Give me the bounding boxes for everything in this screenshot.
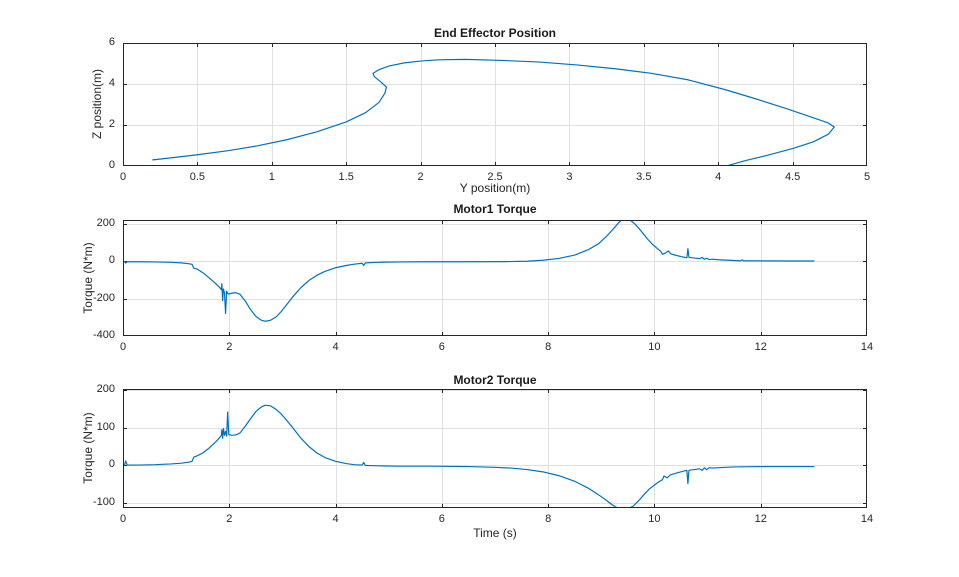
- x-tick-label: 3: [566, 171, 573, 183]
- x-tick-label: 0: [119, 171, 127, 183]
- axes-box: [123, 43, 867, 166]
- x-tick-label: 2: [226, 513, 233, 525]
- x-tick-label: 10: [648, 513, 661, 525]
- plot-title: End Effector Position: [433, 26, 556, 40]
- axes-box: [123, 220, 867, 336]
- x-tick-label: 6: [438, 341, 445, 353]
- x-tick-label: 3.5: [636, 171, 652, 183]
- x-tick-label: 1: [268, 171, 275, 183]
- plot-title: Motor1 Torque: [453, 202, 537, 216]
- y-tick-label: 100: [96, 420, 115, 433]
- data-line-end-effector-path: [152, 58, 835, 166]
- x-tick-label: 14: [860, 341, 874, 353]
- x-tick-label: 4: [332, 341, 339, 353]
- x-tick-label: 8: [545, 341, 552, 353]
- y-tick-label: -100: [92, 496, 115, 509]
- y-tick-label: 6: [108, 36, 115, 48]
- x-tick-label: 12: [754, 513, 767, 525]
- plot-area-motor1: [123, 220, 867, 336]
- y-tick-label: -200: [92, 291, 115, 304]
- y-tick-label: 200: [96, 383, 115, 396]
- x-axis-label: Time (s): [473, 526, 517, 540]
- y-tick-label: -400: [92, 329, 115, 341]
- x-tick-label: 8: [545, 513, 552, 525]
- x-tick-label: 0: [119, 341, 127, 353]
- plot-area-end-effector: [123, 43, 867, 166]
- x-tick-label: 4: [332, 513, 339, 525]
- x-tick-label: 14: [860, 513, 874, 525]
- x-tick-label: 2.5: [487, 171, 503, 183]
- x-axis-label: Y position(m): [459, 181, 531, 195]
- y-tick-label: 0: [108, 458, 115, 471]
- y-tick-label: 0: [108, 254, 115, 267]
- y-tick-label: 200: [96, 217, 115, 230]
- axes-box: [123, 389, 867, 508]
- data-line-motor2-torque: [123, 404, 815, 508]
- x-tick-label: 0: [119, 513, 127, 525]
- x-tick-label: 10: [648, 341, 661, 353]
- x-tick-label: 12: [754, 341, 767, 353]
- x-tick-label: 4.5: [784, 171, 801, 183]
- x-tick-label: 1.5: [338, 171, 354, 183]
- x-tick-label: 0.5: [189, 171, 206, 183]
- plot-title: Motor2 Torque: [453, 373, 537, 387]
- y-tick-label: 0: [108, 159, 115, 171]
- x-tick-label: 2: [417, 171, 424, 183]
- y-tick-label: 2: [108, 118, 115, 130]
- y-tick-label: 4: [108, 77, 115, 89]
- x-tick-label: 6: [438, 513, 445, 525]
- x-tick-label: 2: [226, 341, 233, 353]
- plot-area-motor2: [123, 389, 867, 508]
- y-axis-label: Torque (N*m): [81, 412, 95, 484]
- x-tick-label: 4: [715, 171, 722, 183]
- x-tick-label: 5: [863, 171, 871, 183]
- data-line-motor1-torque: [123, 220, 815, 322]
